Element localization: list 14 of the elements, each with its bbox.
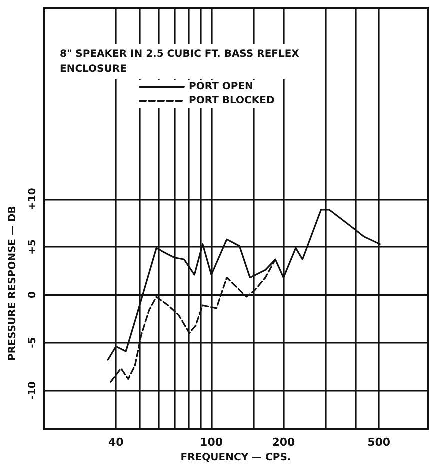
legend-label: PORT OPEN <box>189 82 254 92</box>
x-tick-label: 200 <box>272 436 296 449</box>
x-tick-label: 40 <box>108 436 124 449</box>
y-tick-label: -5 <box>28 337 38 348</box>
text: 8" SPEAKER IN 2.5 CUBIC FT. BASS REFLEX ENCLOSURE <box>60 49 300 75</box>
x-tick-label: 500 <box>368 436 391 449</box>
y-axis-title: PRESSURE RESPONSE — DB <box>8 206 18 361</box>
y-tick-label: +10 <box>28 188 38 211</box>
x-tick-label: 100 <box>200 436 224 449</box>
y-tick-label: -10 <box>28 382 38 400</box>
legend-label: PORT BLOCKED <box>189 96 275 106</box>
x-axis-title: FREQUENCY — CPS. <box>180 452 292 464</box>
y-tick-label: +5 <box>28 239 38 255</box>
y-tick-label: 0 <box>28 292 38 299</box>
